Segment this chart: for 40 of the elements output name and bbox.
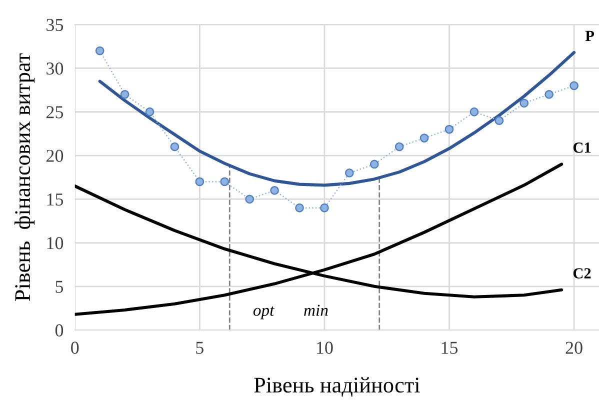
point	[520, 98, 529, 108]
point	[195, 177, 204, 186]
x-tick-label: 10	[317, 342, 333, 354]
series-label: P	[585, 30, 594, 41]
point	[444, 124, 454, 134]
point	[494, 116, 504, 126]
y-tick-label: 20	[46, 150, 64, 162]
point	[270, 186, 279, 195]
annotation: min	[304, 304, 328, 316]
point	[420, 134, 429, 142]
point	[370, 160, 379, 169]
point	[470, 107, 479, 116]
point	[145, 107, 154, 116]
y-tick-label: 30	[46, 62, 64, 75]
x-tick-label: 20	[566, 342, 582, 354]
point	[394, 142, 404, 152]
annotation: opt	[253, 306, 275, 320]
x-tick-label: 5	[196, 342, 204, 354]
x-tick-label: 0	[71, 342, 79, 354]
y-axis-title: Рівень фінансових витрат	[14, 53, 35, 301]
y-tick-label: 35	[46, 18, 64, 32]
series-label: C1	[573, 142, 591, 153]
point	[95, 46, 104, 56]
point	[320, 203, 329, 212]
series-label: C2	[573, 268, 591, 278]
point	[120, 90, 130, 99]
y-tick-label: 25	[46, 106, 64, 118]
point	[245, 194, 254, 204]
y-tick-label: 15	[47, 193, 64, 206]
y-tick-label: 10	[47, 237, 64, 250]
point	[295, 203, 304, 212]
y-tick-label: 5	[56, 280, 64, 293]
x-axis-title: Рівень надійності	[254, 377, 420, 397]
point	[570, 81, 578, 90]
x-tick-label: 15	[442, 342, 458, 354]
point	[220, 177, 230, 186]
point	[170, 142, 180, 152]
point	[544, 90, 554, 99]
y-tick-label: 0	[55, 324, 64, 336]
point	[344, 168, 354, 178]
